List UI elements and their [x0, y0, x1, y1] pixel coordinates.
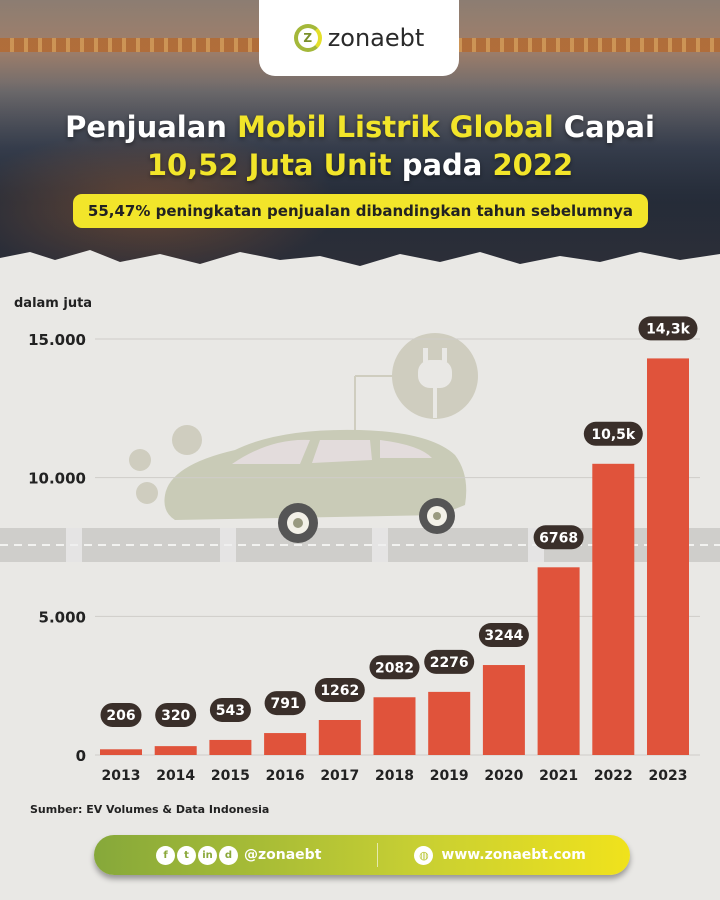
data-label-pill [533, 525, 584, 550]
lightning-bubble-icon [172, 425, 202, 455]
torn-paper-edge [0, 250, 720, 280]
x-tick-label: 2018 [375, 768, 414, 784]
plug-icon [392, 333, 478, 419]
y-tick-label: 5.000 [39, 608, 86, 626]
x-tick-label: 2016 [266, 768, 305, 784]
social-handle[interactable]: @zonaebt [244, 847, 322, 863]
bar-2015 [209, 739, 252, 755]
page-title: Penjualan Mobil Listrik Global Capai 10,… [0, 108, 720, 184]
data-label-pill [424, 649, 475, 674]
data-label-pill [314, 678, 365, 703]
bar-2017 [318, 720, 361, 755]
data-label: 543 [216, 703, 245, 719]
ev-car-illustration [0, 333, 720, 562]
footer-bar: f t in d @zonaebt ◍ www.zonaebt.com [94, 835, 630, 875]
x-tick-label: 2023 [649, 768, 688, 784]
data-label-pill [264, 691, 306, 716]
source-note: Sumber: EV Volumes & Data Indonesia [30, 803, 270, 816]
linkedin-icon[interactable]: in [198, 845, 217, 865]
data-label: 2276 [430, 655, 469, 671]
data-label: 6768 [539, 530, 578, 546]
data-label-pill [583, 421, 643, 446]
bar-2018 [373, 697, 416, 755]
twitter-icon[interactable]: t [177, 845, 196, 865]
bar-2019 [428, 691, 471, 755]
facebook-icon[interactable]: f [156, 845, 175, 865]
data-label-pill [478, 623, 529, 648]
footer-divider [377, 843, 379, 867]
title-part: Penjualan [65, 110, 238, 144]
data-label: 1262 [320, 683, 359, 699]
bar-2022 [592, 463, 635, 755]
data-label: 206 [106, 708, 135, 724]
data-label: 791 [270, 696, 299, 712]
data-label: 2082 [375, 660, 414, 676]
data-label-pill [100, 703, 142, 727]
bar-2023 [647, 358, 689, 755]
x-tick-label: 2019 [430, 768, 469, 784]
bar-2013 [100, 749, 142, 755]
y-tick-label: 10.000 [28, 470, 86, 488]
data-label: 14,3k [646, 321, 691, 337]
x-tick-label: 2015 [211, 768, 250, 784]
car-body [164, 429, 467, 520]
y-axis-unit-label: dalam juta [14, 296, 93, 311]
globe-icon: ◍ [414, 845, 434, 865]
logo-text: zonaebt [327, 24, 425, 52]
x-tick-label: 2021 [539, 768, 578, 784]
x-tick-label: 2013 [102, 768, 141, 784]
title-part: pada [391, 148, 493, 182]
data-label-pill [638, 316, 698, 341]
title-highlight: 2022 [492, 148, 574, 182]
x-tick-label: 2020 [484, 768, 523, 784]
bar-chart: 0 5.000 10.000 15.000 206 2013 320 2014 543 2015… [0, 316, 720, 784]
x-tick-label: 2022 [594, 768, 633, 784]
title-part: Capai [553, 110, 655, 144]
subtitle-banner: 55,47% peningkatan penjualan dibandingka… [73, 194, 648, 228]
tiktok-icon[interactable]: d [219, 845, 238, 865]
title-highlight: Mobil Listrik Global [237, 110, 554, 144]
data-label: 320 [161, 708, 190, 724]
y-tick-label: 15.000 [28, 331, 86, 349]
bar-2014 [154, 746, 197, 755]
x-tick-label: 2017 [320, 768, 359, 784]
logo: Z zonaebt [259, 0, 459, 76]
data-label: 3244 [484, 628, 523, 644]
logo-mark-icon: Z [293, 24, 322, 52]
data-label: 10,5k [591, 427, 636, 443]
bar-2020 [482, 665, 525, 755]
x-tick-label: 2014 [156, 768, 195, 784]
bar-2016 [264, 733, 307, 755]
y-tick-label: 0 [76, 747, 86, 765]
website-link[interactable]: www.zonaebt.com [441, 847, 586, 863]
data-label-pill [155, 703, 197, 727]
data-label-pill [369, 655, 420, 680]
title-highlight: 10,52 Juta Unit [146, 148, 392, 182]
bar-2021 [537, 567, 580, 755]
data-label-pill [209, 697, 251, 722]
